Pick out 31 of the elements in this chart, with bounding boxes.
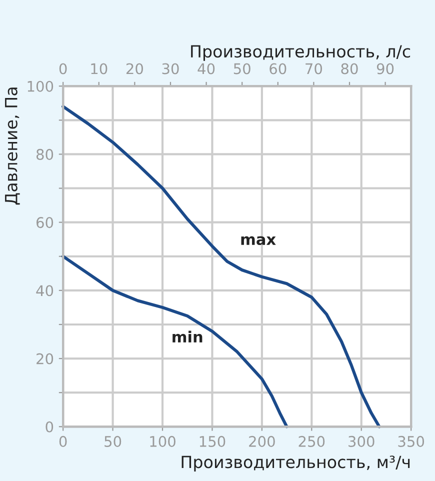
series-label: min	[172, 330, 202, 342]
x2-tick-label: 40	[198, 63, 215, 74]
x-tick-label: 100	[150, 436, 176, 447]
x-tick-label: 50	[104, 436, 122, 447]
x2-axis-title: Производительность, л/с	[191, 45, 410, 61]
y-tick-label: 80	[36, 148, 54, 160]
x-axis-title: Производительность, м³/ч	[182, 456, 410, 472]
y-tick-label: 100	[28, 80, 54, 92]
y-tick-label: 20	[36, 353, 54, 364]
x2-tick-label: 90	[376, 63, 394, 74]
x2-tick-label: 80	[341, 63, 358, 74]
series-label: max	[241, 236, 276, 246]
x-tick-label: 150	[200, 436, 226, 447]
x-tick-label: 200	[249, 436, 275, 447]
x2-tick-label: 50	[234, 63, 250, 74]
x2-tick-label: 0	[59, 63, 67, 74]
line-series	[62, 254, 288, 428]
x2-tick-label: 70	[306, 63, 322, 74]
y-tick-label: 40	[36, 285, 54, 296]
x-tick-label: 0	[59, 436, 67, 447]
x2-tick-label: 20	[126, 63, 143, 74]
y-axis-title: Давление, Па	[5, 88, 20, 205]
x2-tick-label: 60	[270, 63, 286, 74]
x2-tick-label: 10	[91, 63, 108, 74]
x-tick-label: 250	[298, 436, 325, 447]
x-tick-label: 300	[348, 436, 374, 447]
x2-tick-label: 30	[162, 63, 179, 74]
x-tick-label: 350	[398, 436, 424, 447]
y-tick-label: 0	[46, 421, 54, 432]
line-series	[62, 105, 381, 428]
y-tick-label: 60	[36, 217, 54, 228]
